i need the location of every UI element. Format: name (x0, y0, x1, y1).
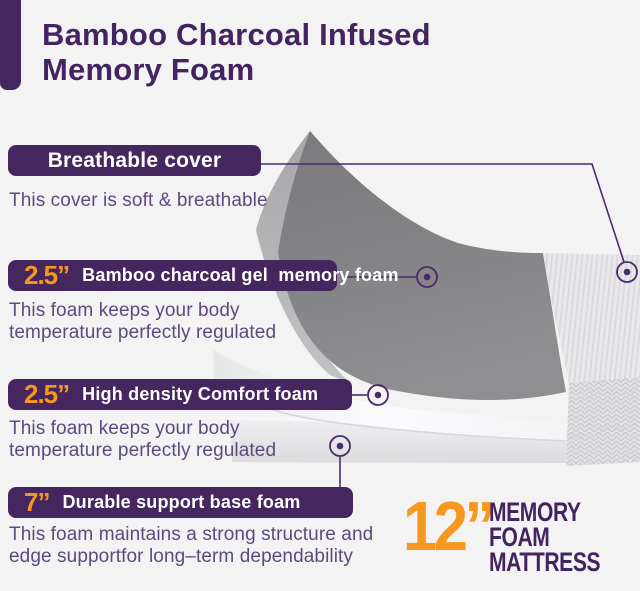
product-name-line2: MATTRESS (489, 547, 601, 577)
total-thickness-value: 12” (403, 487, 495, 565)
callout-marker-comfort-foam (367, 384, 389, 406)
banner-breathable-cover-label: Breathable cover (47, 148, 222, 172)
banner-charcoal-gel-label: Bamboo charcoal gel memory foam (82, 265, 399, 285)
banner-comfort-foam-label: High density Comfort foam (82, 384, 319, 404)
breathable-cover-description: This cover is soft & breathable (9, 190, 268, 211)
charcoal-gel-description: This foam keeps your body temperature pe… (9, 300, 277, 343)
banner-base-foam: 7” Durable support base foam (8, 487, 353, 518)
banner-base-foam-label: Durable support base foam (62, 492, 301, 512)
banner-breathable-cover: Breathable cover (8, 145, 261, 176)
comfort-foam-layer (213, 350, 566, 442)
page-title-line1: Bamboo Charcoal Infused (42, 17, 431, 52)
comfort-foam-thickness: 2.5” (24, 379, 70, 409)
charcoal-memory-foam-layer (278, 131, 566, 401)
product-name-line1: MEMORY FOAM (489, 497, 581, 552)
cover-fabric-top (543, 253, 640, 383)
charcoal-gel-thickness: 2.5” (24, 260, 70, 290)
banner-comfort-foam: 2.5” High density Comfort foam (8, 379, 352, 410)
page-title: Bamboo Charcoal Infused Memory Foam (42, 17, 431, 87)
page-title-line2: Memory Foam (42, 52, 255, 87)
comfort-foam-description: This foam keeps your body temperature pe… (9, 418, 277, 461)
callout-marker-base-foam (329, 435, 351, 457)
callout-marker-breathable-cover (616, 261, 638, 283)
base-foam-thickness: 7” (24, 487, 50, 517)
base-foam-description: This foam maintains a strong structure a… (9, 524, 374, 567)
callout-marker-memory-foam (416, 266, 438, 288)
callout-line-breathable-cover (261, 163, 625, 263)
banner-charcoal-gel-memory-foam: 2.5” Bamboo charcoal gel memory foam (8, 260, 398, 291)
charcoal-layer-edge (256, 131, 352, 385)
product-name: MEMORY FOAM MATTRESS (489, 497, 607, 577)
cover-fabric-side (566, 377, 640, 466)
corner-accent-bar (0, 0, 21, 90)
